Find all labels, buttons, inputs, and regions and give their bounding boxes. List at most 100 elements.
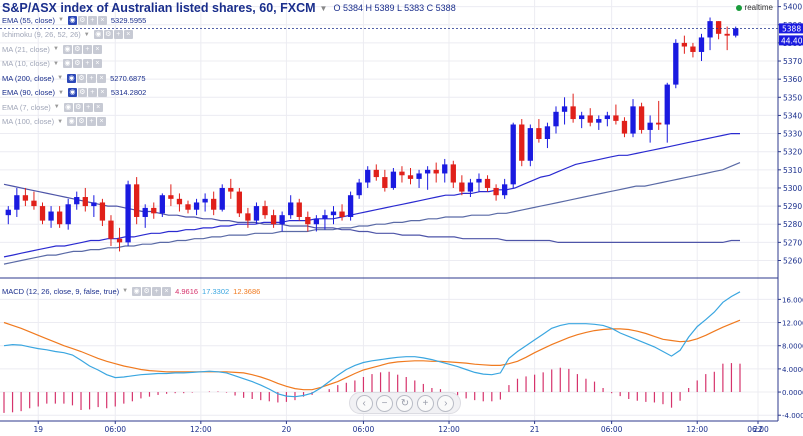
settings-icon[interactable]: ⚙ bbox=[142, 286, 152, 296]
candle-body bbox=[442, 164, 448, 174]
chevron-down-icon[interactable]: ▼ bbox=[52, 46, 59, 52]
add-icon[interactable]: + bbox=[82, 44, 92, 54]
candle bbox=[262, 200, 268, 219]
add-icon[interactable]: + bbox=[87, 73, 97, 83]
close-icon[interactable]: × bbox=[97, 117, 107, 126]
candle bbox=[424, 166, 431, 190]
candle-body bbox=[579, 115, 585, 120]
price-pane[interactable] bbox=[0, 17, 778, 265]
indicator-name[interactable]: MA (10, close) bbox=[2, 59, 50, 68]
candle bbox=[236, 187, 243, 217]
candle-body bbox=[484, 178, 491, 188]
candle bbox=[459, 175, 465, 196]
add-icon[interactable]: + bbox=[152, 286, 162, 296]
candle-body bbox=[365, 169, 371, 183]
indicator-name[interactable]: Ichimoku (9, 26, 52, 26) bbox=[2, 30, 81, 39]
indicator-name[interactable]: MA (100, close) bbox=[2, 117, 55, 126]
y-tick-label: 5360 bbox=[783, 75, 802, 84]
candle-body bbox=[228, 187, 234, 192]
close-icon[interactable]: × bbox=[97, 88, 107, 97]
chevron-down-icon[interactable]: ▼ bbox=[57, 89, 64, 96]
x-tick-label: 12:00 bbox=[438, 425, 460, 434]
candle bbox=[125, 180, 131, 246]
close-icon[interactable]: × bbox=[92, 59, 102, 68]
chevron-down-icon[interactable]: ▼ bbox=[57, 75, 64, 81]
candle-body bbox=[604, 115, 611, 120]
indicator-row: EMA (90, close) ▼ ◉ ⚙ + × 5314.2802 bbox=[2, 87, 146, 99]
scroll-left-button[interactable]: ‹ bbox=[355, 394, 373, 412]
close-icon[interactable]: × bbox=[97, 73, 107, 83]
close-icon[interactable]: × bbox=[97, 15, 107, 25]
zoom-out-button[interactable]: − bbox=[376, 394, 394, 412]
y-tick-label: 5400 bbox=[783, 3, 802, 12]
chevron-down-icon[interactable]: ▼ bbox=[57, 17, 64, 23]
eye-icon[interactable]: ◉ bbox=[62, 44, 72, 54]
y-tick-label: -4.000 bbox=[782, 412, 803, 420]
reset-button[interactable]: ↻ bbox=[396, 394, 414, 412]
eye-icon[interactable]: ◉ bbox=[67, 88, 77, 97]
indicator-name[interactable]: EMA (7, close) bbox=[2, 102, 51, 112]
candle-body bbox=[733, 28, 739, 36]
candle bbox=[211, 191, 217, 216]
chevron-down-icon[interactable]: ▼ bbox=[319, 3, 328, 13]
indicator-name[interactable]: MA (21, close) bbox=[2, 44, 50, 54]
indicator-name[interactable]: EMA (55, close) bbox=[2, 15, 55, 25]
close-icon[interactable]: × bbox=[162, 286, 172, 296]
eye-icon[interactable]: ◉ bbox=[132, 286, 142, 296]
candle bbox=[604, 111, 611, 127]
settings-icon[interactable]: ⚙ bbox=[72, 44, 82, 54]
candle bbox=[690, 42, 696, 58]
close-icon[interactable]: × bbox=[123, 30, 133, 39]
add-icon[interactable]: + bbox=[87, 15, 97, 25]
chevron-down-icon[interactable]: ▼ bbox=[122, 288, 129, 294]
scroll-right-button[interactable]: › bbox=[437, 394, 455, 412]
candle-body bbox=[142, 207, 148, 217]
candle-body bbox=[202, 198, 208, 203]
close-icon[interactable]: × bbox=[92, 44, 102, 54]
add-icon[interactable]: + bbox=[83, 102, 93, 112]
settings-icon[interactable]: ⚙ bbox=[77, 15, 87, 25]
y-tick-label: 5350 bbox=[783, 93, 802, 102]
eye-icon[interactable]: ◉ bbox=[67, 73, 77, 83]
chevron-down-icon[interactable]: ▼ bbox=[57, 118, 64, 125]
add-icon[interactable]: + bbox=[82, 59, 92, 68]
candle bbox=[664, 82, 670, 143]
candle bbox=[39, 202, 46, 225]
candle-body bbox=[715, 21, 722, 34]
eye-icon[interactable]: ◉ bbox=[63, 102, 73, 112]
eye-icon[interactable]: ◉ bbox=[67, 117, 77, 126]
candle bbox=[270, 209, 277, 228]
eye-icon[interactable]: ◉ bbox=[62, 59, 72, 68]
add-icon[interactable]: + bbox=[87, 117, 97, 126]
settings-icon[interactable]: ⚙ bbox=[72, 59, 82, 68]
settings-icon[interactable]: ⚙ bbox=[77, 117, 87, 126]
settings-icon[interactable]: ⚙ bbox=[73, 102, 83, 112]
settings-icon[interactable]: ⚙ bbox=[77, 73, 87, 83]
chevron-down-icon[interactable]: ▼ bbox=[53, 104, 60, 110]
indicator-controls: ◉ ⚙ + × bbox=[67, 117, 107, 126]
eye-icon[interactable]: ◉ bbox=[67, 15, 77, 25]
indicator-name[interactable]: MA (200, close) bbox=[2, 73, 55, 83]
zoom-in-button[interactable]: + bbox=[416, 394, 434, 412]
close-icon[interactable]: × bbox=[93, 102, 103, 112]
indicator-name[interactable]: EMA (90, close) bbox=[2, 88, 55, 97]
add-icon[interactable]: + bbox=[113, 30, 123, 39]
candle-body bbox=[159, 195, 165, 214]
eye-icon[interactable]: ◉ bbox=[93, 30, 103, 39]
macd-pane[interactable] bbox=[3, 291, 741, 413]
chevron-down-icon[interactable]: ▼ bbox=[52, 60, 59, 67]
settings-icon[interactable]: ⚙ bbox=[77, 88, 87, 97]
settings-icon[interactable]: ⚙ bbox=[103, 30, 113, 39]
macd-name[interactable]: MACD (12, 26, close, 9, false, true) bbox=[2, 286, 120, 296]
candle bbox=[305, 211, 311, 232]
indicator-row: MA (10, close) ▼ ◉ ⚙ + × bbox=[2, 58, 106, 70]
candle bbox=[279, 211, 285, 232]
candle-body bbox=[493, 187, 499, 196]
candle bbox=[647, 115, 653, 143]
indicator-controls: ◉ ⚙ + × bbox=[62, 44, 102, 54]
add-icon[interactable]: + bbox=[87, 88, 97, 97]
symbol-title[interactable]: S&P/ASX index of Australian listed share… bbox=[2, 1, 316, 15]
chevron-down-icon[interactable]: ▼ bbox=[83, 31, 90, 38]
